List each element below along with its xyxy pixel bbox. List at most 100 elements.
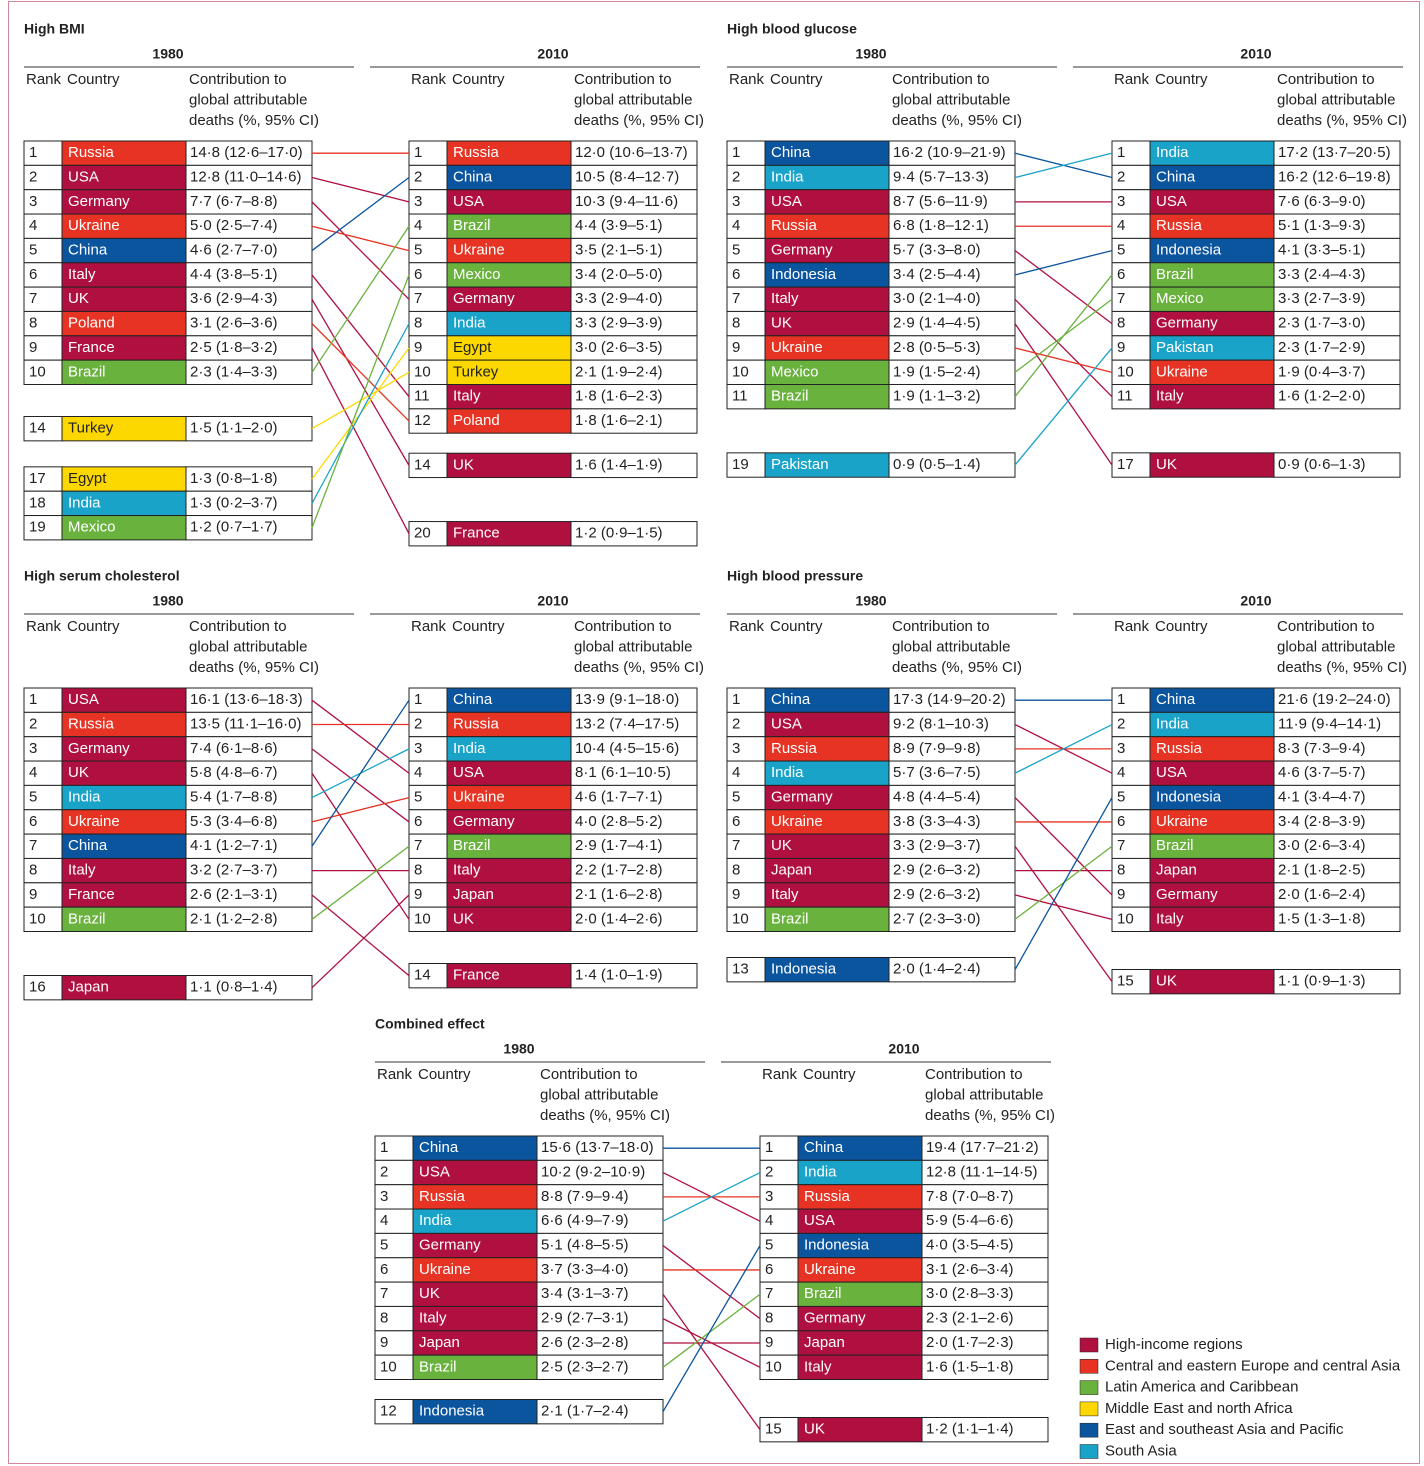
country: Russia <box>453 715 500 732</box>
value-cell <box>185 736 313 762</box>
value: 4·1 (1·2–7·1) <box>190 837 278 854</box>
rank: 14 <box>414 456 431 473</box>
country: China <box>419 1139 459 1156</box>
rank: 8 <box>1117 862 1125 879</box>
col-header: Contribution to <box>189 618 287 635</box>
rank-cell <box>1111 335 1151 361</box>
value-cell <box>570 760 698 786</box>
value-cell <box>921 1305 1049 1332</box>
value: 2·7 (2·3–3·0) <box>893 910 981 927</box>
rank-cell <box>726 262 766 288</box>
country: China <box>453 168 493 185</box>
col-header: Country <box>418 1066 471 1083</box>
value: 1·9 (1·1–3·2) <box>893 388 981 405</box>
country: Ukraine <box>419 1261 471 1278</box>
value-cell <box>570 164 698 191</box>
rank: 5 <box>732 242 740 259</box>
value-cell <box>888 711 1016 738</box>
rank: 5 <box>1117 242 1125 259</box>
rank-cell <box>1111 711 1151 738</box>
col-header: deaths (%, 95% CI) <box>1277 112 1407 129</box>
rank: 15 <box>1117 973 1134 990</box>
country: Egypt <box>68 470 107 487</box>
country: USA <box>771 715 802 732</box>
value: 5·1 (1·3–9·3) <box>1278 217 1366 234</box>
rank-cell <box>726 687 766 713</box>
value-cell <box>888 809 1016 835</box>
value: 4·8 (4·4–5·4) <box>893 789 981 806</box>
country: India <box>68 494 101 511</box>
value-cell <box>1273 384 1401 410</box>
rank: 5 <box>732 789 740 806</box>
col-header: deaths (%, 95% CI) <box>892 659 1022 676</box>
rank-link <box>311 176 410 203</box>
rank: 9 <box>732 886 740 903</box>
country: China <box>68 837 108 854</box>
value: 3·3 (2·7–3·9) <box>1278 290 1366 307</box>
country: Japan <box>804 1334 845 1351</box>
rank-cell <box>1111 969 1151 995</box>
country: Brazil <box>453 217 491 234</box>
rank: 7 <box>29 290 37 307</box>
value: 3·0 (2·6–3·4) <box>1278 837 1366 854</box>
rank-cell <box>1111 189 1151 215</box>
rank: 4 <box>29 764 37 781</box>
country-cell <box>61 310 187 337</box>
country-cell <box>797 1330 923 1356</box>
rank: 9 <box>414 886 422 903</box>
country-cell <box>446 262 572 288</box>
rank-cell <box>726 711 766 738</box>
col-header: global attributable <box>1277 638 1395 655</box>
country-cell <box>1149 335 1275 361</box>
col-header: Rank <box>411 618 447 635</box>
rank: 6 <box>414 266 422 283</box>
country: Ukraine <box>804 1261 856 1278</box>
rank-link <box>1014 152 1113 179</box>
country-cell <box>446 164 572 191</box>
country: Mexico <box>453 266 501 283</box>
country: Brazil <box>1156 837 1194 854</box>
rank: 1 <box>29 691 37 708</box>
value: 1·8 (1·6–2·1) <box>575 412 663 429</box>
country: USA <box>1156 764 1187 781</box>
panel-title: Combined effect <box>375 1016 485 1032</box>
rank-cell <box>1111 310 1151 337</box>
value: 5·4 (1·7–8·8) <box>190 789 278 806</box>
value: 1·2 (0·7–1·7) <box>190 519 278 536</box>
country-cell <box>1149 784 1275 811</box>
rank: 10 <box>29 363 46 380</box>
country-cell <box>61 213 187 239</box>
value-cell <box>185 760 313 786</box>
value: 19·4 (17·7–21·2) <box>926 1139 1039 1156</box>
value-cell <box>888 384 1016 410</box>
rank: 10 <box>732 910 749 927</box>
rank-cell <box>374 1354 414 1381</box>
country: Indonesia <box>771 266 837 283</box>
rank: 10 <box>29 910 46 927</box>
value: 0·9 (0·5–1·4) <box>893 456 981 473</box>
rank: 9 <box>732 339 740 356</box>
col-header: Country <box>452 71 505 88</box>
country: Russia <box>771 740 818 757</box>
value-cell <box>1273 833 1401 859</box>
rank: 4 <box>732 764 740 781</box>
value-cell <box>1273 140 1401 166</box>
value-cell <box>185 833 313 859</box>
value: 10·2 (9·2–10·9) <box>541 1163 645 1180</box>
value-cell <box>1273 857 1401 884</box>
country: USA <box>453 764 484 781</box>
rank-cell <box>23 335 63 361</box>
col-header: Contribution to <box>574 618 672 635</box>
rank: 11 <box>1117 388 1133 405</box>
col-header: Rank <box>26 71 62 88</box>
value-cell <box>888 286 1016 312</box>
country-cell <box>412 1135 538 1161</box>
country: Italy <box>453 388 481 405</box>
value-cell <box>185 711 313 738</box>
country: India <box>1156 144 1189 161</box>
col-header: Country <box>803 1066 856 1083</box>
country-cell <box>1149 286 1275 312</box>
country-cell <box>764 262 890 288</box>
country-cell <box>61 736 187 762</box>
rank: 3 <box>29 740 37 757</box>
